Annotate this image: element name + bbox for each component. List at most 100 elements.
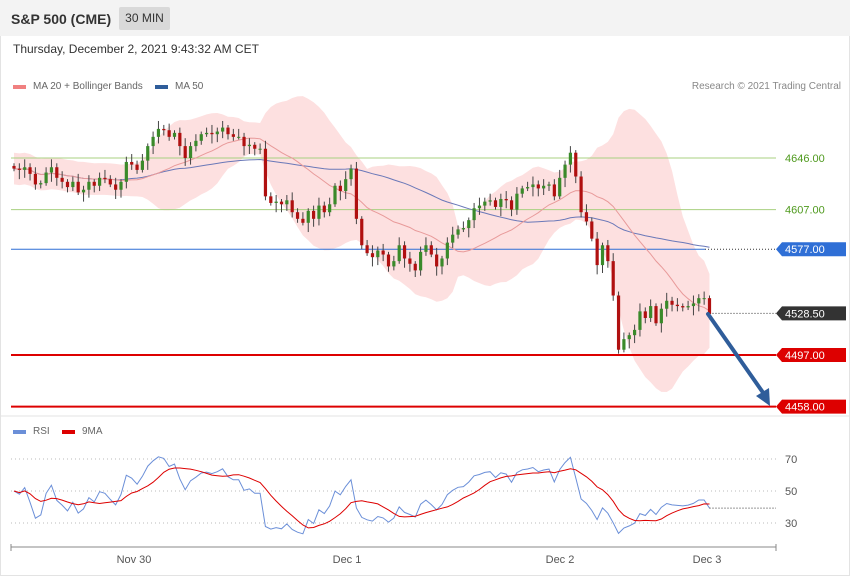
candle-body [702, 298, 706, 300]
candle-body [237, 136, 241, 138]
candle-body [215, 131, 219, 135]
candle-body [274, 201, 278, 203]
legend-rsi-ma-label: 9MA [82, 426, 103, 437]
candle-body [60, 177, 64, 182]
ma20-line [13, 137, 710, 312]
interval-badge[interactable]: 30 MIN [119, 7, 170, 30]
candle-body [488, 200, 492, 202]
candle-body [376, 250, 380, 258]
rsi-tick-label: 70 [785, 454, 797, 466]
candle-body [344, 179, 348, 192]
candle-body [23, 167, 27, 170]
candle-body [670, 300, 674, 305]
credit-text: Research © 2021 Trading Central [691, 81, 841, 92]
candle-body [552, 184, 556, 197]
candle-body [146, 146, 150, 161]
candle-body [392, 261, 396, 267]
level-tag-bg [776, 242, 846, 257]
candle-body [269, 196, 273, 203]
candle-body [397, 245, 401, 262]
candle-body [306, 210, 310, 223]
candle-body [44, 172, 48, 184]
candle-body [574, 152, 578, 177]
candle-body [172, 132, 177, 137]
candle-body [140, 160, 144, 170]
candle-body [87, 181, 91, 190]
level-tag-4607.00: 4607.00 [785, 205, 825, 217]
candle-body [290, 200, 294, 213]
candle-body [595, 238, 599, 266]
candle-body [531, 184, 535, 188]
candle-body [156, 128, 161, 137]
candle-body [649, 306, 653, 318]
candle-body [33, 173, 37, 185]
candle-body [247, 144, 251, 147]
candle-body [242, 136, 246, 147]
candle-body [638, 311, 642, 330]
candle-body [633, 329, 637, 336]
x-tick-label: Dec 2 [546, 554, 575, 566]
candle-body [130, 161, 134, 165]
candle-body [65, 181, 70, 188]
candle-body [194, 140, 198, 147]
rsi-tick-label: 50 [785, 486, 797, 498]
candle-body [456, 229, 460, 235]
forecast-arrow-shaft [706, 312, 766, 396]
candle-body [413, 263, 417, 271]
legend-ma50-swatch [155, 84, 168, 89]
candle-body [558, 177, 562, 197]
candle-body [579, 176, 583, 213]
candle-body [675, 304, 679, 307]
candle-body [370, 253, 375, 258]
candle-body [493, 200, 498, 207]
candle-body [584, 212, 589, 222]
candle-body [477, 205, 482, 209]
candle-body [590, 221, 594, 239]
candle-body [328, 204, 332, 213]
candle-body [199, 134, 203, 141]
candle-body [408, 258, 412, 264]
candle-body [258, 148, 262, 150]
candle-body [547, 184, 551, 186]
level-tag-4497.00: 4497.00 [776, 348, 846, 362]
candle-body [231, 134, 235, 137]
candle-body [338, 185, 342, 192]
candle-body [98, 177, 102, 186]
rsi-tick-label: 30 [785, 518, 797, 530]
level-tag-bg [776, 399, 846, 414]
candle-body [600, 245, 605, 266]
legend-rsi-ma: 9MA [62, 426, 103, 437]
candle-body [654, 306, 658, 324]
candle-body [114, 184, 118, 190]
candle-body [707, 298, 712, 315]
candle-body [659, 308, 663, 324]
candle-body [429, 245, 433, 255]
level-tag-text: 4607.00 [785, 205, 825, 217]
legend-ma50: MA 50 [155, 81, 203, 92]
candle-body [178, 132, 182, 147]
candle-body [509, 200, 514, 210]
candle-body [12, 165, 16, 169]
candle-body [188, 146, 193, 158]
candle-body [92, 181, 96, 186]
candle-body [419, 251, 423, 271]
candle-body [483, 201, 487, 206]
candle-body [55, 167, 59, 178]
candle-body [119, 181, 123, 190]
candle-body [71, 181, 75, 188]
candle-body [81, 189, 86, 193]
candle-body [467, 220, 471, 229]
candle-body [440, 258, 444, 267]
legend-rsi: RSI [13, 426, 50, 437]
candle-body [697, 298, 701, 304]
candle-body [349, 168, 353, 180]
candle-body [322, 205, 326, 213]
candle-body [226, 127, 230, 135]
legend-rsi-ma-swatch [62, 429, 75, 434]
candle-body [317, 205, 321, 219]
candle-body [461, 228, 465, 230]
candle-body [499, 198, 503, 207]
candle-body [472, 208, 476, 221]
candle-body [691, 303, 696, 307]
